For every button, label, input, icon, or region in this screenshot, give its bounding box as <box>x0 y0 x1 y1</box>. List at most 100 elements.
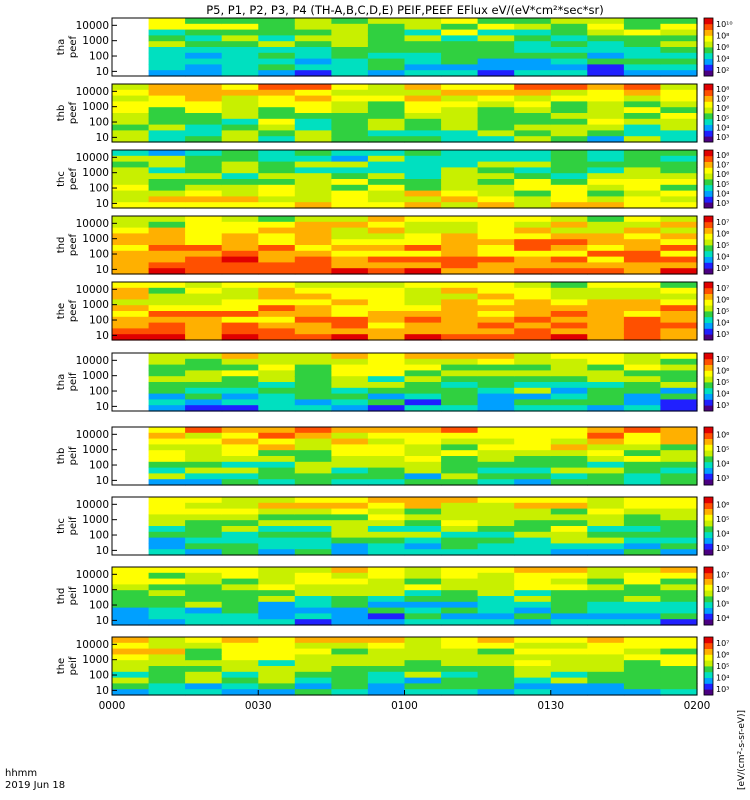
heatmap-cell <box>221 29 259 36</box>
colorbar-step <box>704 552 713 554</box>
colorbar-step <box>704 580 713 582</box>
heatmap-cell <box>185 508 223 515</box>
heatmap-cell <box>185 601 223 609</box>
heatmap-cell <box>367 567 406 574</box>
heatmap-cell <box>294 502 332 510</box>
heatmap-cell <box>258 221 296 229</box>
heatmap-cell <box>587 18 625 25</box>
heatmap-cell <box>221 405 259 412</box>
heatmap-cell <box>258 479 296 486</box>
colorbar-step <box>704 357 713 360</box>
heatmap-cell <box>477 353 515 360</box>
colorbar-step <box>704 400 713 403</box>
colorbar-step <box>704 355 713 358</box>
colorbar-step <box>704 380 713 383</box>
heatmap-cell <box>221 376 259 383</box>
heatmap-cell <box>258 95 296 102</box>
heatmap-cell <box>623 155 662 163</box>
heatmap-cell <box>331 432 369 440</box>
heatmap-cell <box>367 18 406 25</box>
heatmap-cell <box>112 642 150 650</box>
heatmap-cell <box>660 179 698 186</box>
heatmap-cell <box>148 567 186 574</box>
colorbar-tick-label: 10⁶ <box>716 229 729 238</box>
colorbar-step <box>704 54 713 57</box>
heatmap-cell <box>258 184 296 192</box>
heatmap-cell <box>331 467 369 474</box>
colorbar-step <box>704 286 713 289</box>
y-tick-label: 10000 <box>76 429 109 441</box>
heatmap-cell <box>550 70 588 77</box>
heatmap-cell <box>294 64 332 71</box>
y-axis-title: thd <box>56 237 67 254</box>
heatmap-cell <box>148 47 186 54</box>
heatmap-cell <box>367 520 406 527</box>
colorbar-step <box>704 611 713 614</box>
heatmap-cell <box>185 526 223 533</box>
colorbar-step <box>704 363 713 365</box>
heatmap-cell <box>550 399 588 406</box>
heatmap-cell <box>550 233 588 240</box>
heatmap-cell <box>331 179 369 186</box>
heatmap-cell <box>587 613 625 620</box>
colorbar-step <box>704 438 713 441</box>
colorbar-step <box>704 334 713 337</box>
heatmap-cell <box>258 107 296 114</box>
heatmap-cell <box>331 601 369 609</box>
heatmap-cell <box>294 642 332 650</box>
y-tick-label: 10 <box>96 264 109 276</box>
heatmap-cell <box>587 130 625 137</box>
heatmap-cell <box>367 124 406 131</box>
colorbar-tick-label: 10⁵ <box>716 180 729 189</box>
colorbar-step <box>704 247 713 250</box>
heatmap-cell <box>623 376 662 383</box>
colorbar-step <box>704 464 713 467</box>
heatmap-cell <box>148 305 186 312</box>
heatmap-cell <box>514 118 552 126</box>
heatmap-cell <box>550 239 588 246</box>
heatmap-cell <box>404 322 442 329</box>
heatmap-cell <box>660 95 698 102</box>
colorbar-step <box>704 287 713 290</box>
heatmap-cell <box>477 64 515 71</box>
heatmap-cell <box>294 648 332 655</box>
heatmap-cell <box>404 637 442 644</box>
colorbar-step <box>704 154 713 157</box>
heatmap-cell <box>660 23 698 31</box>
heatmap-cell <box>185 642 223 650</box>
heatmap-cell <box>221 607 259 614</box>
heatmap-cell <box>294 118 332 126</box>
heatmap-cell <box>477 642 515 650</box>
heatmap-cell <box>514 179 552 186</box>
colorbar-step <box>704 299 713 302</box>
colorbar-step <box>704 574 713 577</box>
heatmap-cell <box>331 268 369 275</box>
heatmap-cell <box>294 637 332 644</box>
colorbar-step <box>704 387 713 390</box>
heatmap-cell <box>221 497 259 504</box>
colorbar-step <box>704 253 713 256</box>
heatmap-cell <box>331 648 369 655</box>
heatmap-cell <box>660 124 698 131</box>
heatmap-cell <box>331 64 369 71</box>
heatmap-cell <box>587 239 625 246</box>
heatmap-cell <box>367 444 406 451</box>
heatmap-cell <box>550 584 588 591</box>
heatmap-cell <box>477 202 515 209</box>
heatmap-cell <box>148 514 186 521</box>
heatmap-cell <box>477 601 515 609</box>
heatmap-cell <box>550 29 588 36</box>
heatmap-cell <box>477 654 515 661</box>
heatmap-cell <box>331 578 369 585</box>
heatmap-cell <box>367 239 406 246</box>
heatmap-cell <box>660 196 698 203</box>
heatmap-cell <box>294 353 332 360</box>
colorbar-step <box>704 402 713 405</box>
heatmap-cell <box>331 613 369 620</box>
colorbar-step <box>704 92 713 95</box>
heatmap-cell <box>148 370 186 377</box>
heatmap-cell <box>331 590 369 597</box>
heatmap-cell <box>514 370 552 377</box>
heatmap-cell <box>148 101 186 108</box>
heatmap-cell <box>623 677 662 684</box>
